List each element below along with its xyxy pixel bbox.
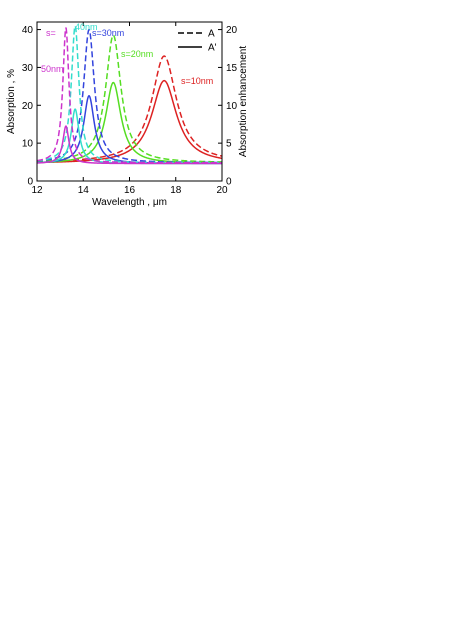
legend-label-a: A	[208, 29, 215, 40]
y-tick-label: 20	[22, 101, 34, 112]
series-s50nm-solid	[36, 125, 222, 165]
annotation-30nm: s=30nm	[92, 28, 124, 38]
y-tick-label: 30	[22, 63, 34, 74]
annotation-s-prefix: s=	[46, 28, 56, 38]
annotation-40nm: 40nm	[75, 22, 98, 32]
series-40nm-solid	[36, 108, 222, 165]
y-tick-label: 10	[22, 139, 34, 150]
y2-tick-label: 15	[226, 63, 238, 74]
y2-tick-label: 5	[226, 139, 232, 150]
y2-tick-label: 0	[226, 177, 232, 188]
y-tick-label: 40	[22, 25, 34, 36]
annotations: s= 50nm 40nm s=30nm s=20nm s=10nm	[41, 22, 213, 86]
y-axis-label: Absorption , %	[6, 69, 17, 134]
series-s10nm-solid	[37, 79, 223, 164]
y2-tick-label: 20	[226, 25, 238, 36]
y2-axis-label: Absorption enhancement	[238, 46, 249, 157]
y-tick-label: 0	[27, 177, 33, 188]
series-s30nm-dashed	[36, 28, 222, 164]
x-tick-label: 20	[216, 185, 228, 196]
legend-label-a-prime: A'	[208, 43, 217, 54]
x-tick-label: 18	[170, 185, 182, 196]
series-s10nm-dashed	[36, 55, 223, 163]
series-40nm-dashed	[36, 25, 222, 164]
annotation-20nm: s=20nm	[121, 49, 153, 59]
series-layer	[36, 25, 223, 165]
y2-tick-label: 10	[226, 101, 238, 112]
annotation-10nm: s=10nm	[181, 76, 213, 86]
x-axis-label: Wavelength , μm	[92, 197, 167, 208]
annotation-50nm: 50nm	[41, 64, 64, 74]
x-tick-label: 16	[124, 185, 136, 196]
legend: A A'	[178, 29, 217, 54]
x-tick-label: 14	[78, 185, 90, 196]
series-s50nm-dashed	[36, 27, 222, 164]
x-tick-label: 12	[31, 185, 43, 196]
